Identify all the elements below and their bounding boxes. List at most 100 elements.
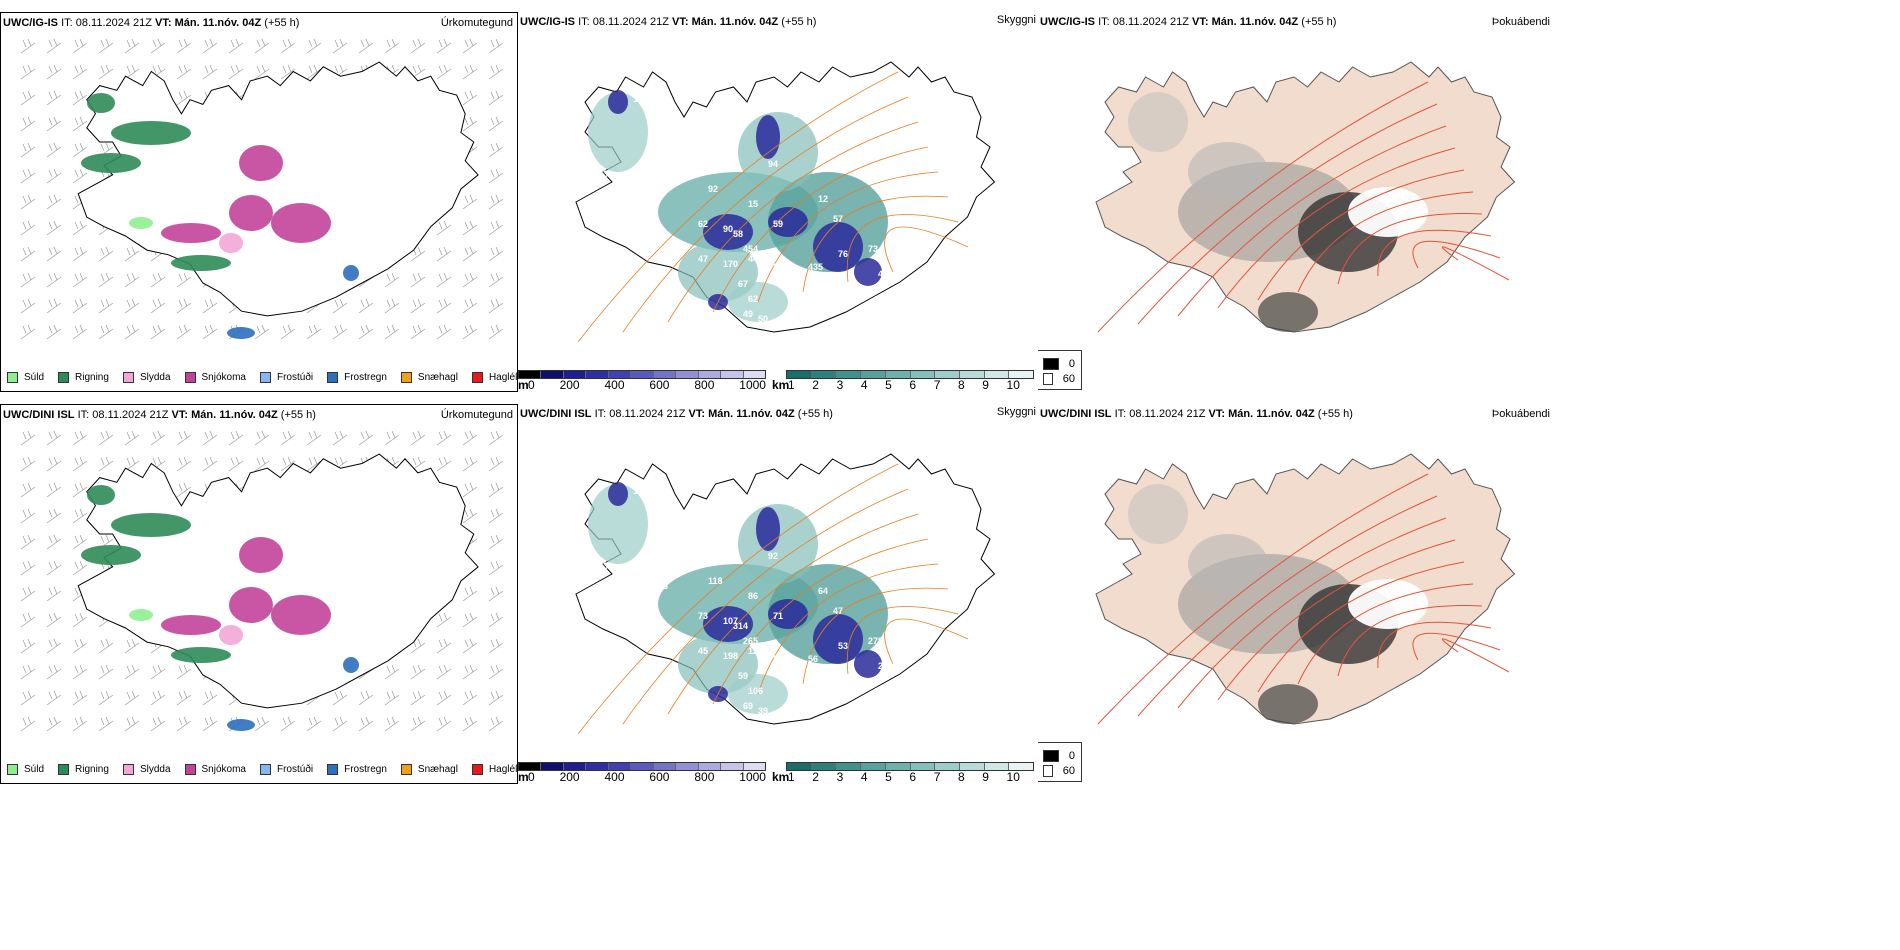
- wind-barb: [384, 272, 400, 288]
- road-line: [667, 513, 919, 715]
- wind-barb: [358, 716, 374, 732]
- cloudbase-label: 39: [758, 706, 768, 716]
- wind-barb: [488, 38, 504, 54]
- wind-barb: [46, 90, 62, 106]
- colorbar-swatch: [653, 371, 677, 378]
- wind-barb: [462, 612, 478, 628]
- legend-label: Súld: [24, 764, 45, 775]
- wind-barb: [488, 560, 504, 576]
- wind-barb: [462, 716, 478, 732]
- legend-label: 60: [1062, 373, 1075, 385]
- colorbar-tick: 8: [957, 378, 965, 392]
- wind-barb: [46, 690, 62, 706]
- wind-barb: [462, 664, 478, 680]
- fog-header: UWC/DINI ISL IT: 08.11.2024 21Z VT: Mán.…: [1040, 408, 1353, 420]
- road-line: [1337, 605, 1483, 677]
- lead-time: (+55 h): [797, 408, 833, 420]
- colorbar-swatch: [631, 763, 654, 770]
- cloudbase-label: 88: [668, 536, 678, 546]
- legend-swatch: [122, 372, 134, 383]
- road-line: [846, 214, 959, 283]
- lead-time: (+55 h): [264, 17, 300, 29]
- wind-barb: [20, 456, 36, 472]
- road-line: [1297, 191, 1474, 293]
- precip-area: [271, 203, 331, 243]
- wind-barb: [488, 534, 504, 550]
- legend-swatch: [400, 764, 412, 775]
- wind-barb: [358, 690, 374, 706]
- precip-area: [129, 609, 153, 621]
- wind-barb: [46, 324, 62, 340]
- wind-barb: [176, 690, 192, 706]
- wind-barb: [46, 168, 62, 184]
- road-line: [1412, 632, 1501, 661]
- valid-time: VT: Mán. 11.nóv. 04Z: [672, 16, 779, 28]
- colorbar-swatch: [984, 763, 1010, 770]
- colorbar-swatch: [721, 371, 744, 378]
- legend-label: Snjókoma: [201, 372, 246, 383]
- cloudbase-label: 50: [758, 314, 768, 324]
- wind-barb: [46, 482, 62, 498]
- visibility-area: [588, 484, 648, 564]
- colorbar-swatch: [836, 763, 862, 770]
- legend-label: Frostúði: [276, 764, 314, 775]
- init-time: IT: 08.11.2024 21Z: [578, 16, 669, 28]
- wind-barb: [410, 298, 426, 314]
- wind-barb: [410, 324, 426, 340]
- colorbar-swatch: [959, 371, 985, 378]
- model-name: UWC/DINI ISL: [520, 408, 592, 420]
- wind-barb: [176, 90, 192, 106]
- legend-label: Rigning: [75, 764, 109, 775]
- wind-barb: [332, 298, 348, 314]
- wind-barb: [72, 38, 88, 54]
- wind-barb: [254, 430, 270, 446]
- road-line: [1177, 517, 1447, 709]
- fog-area: [1128, 484, 1188, 544]
- legend-label: Snjókoma: [201, 764, 246, 775]
- colorbar-tick: 200: [559, 378, 580, 392]
- fog-area: [1258, 684, 1318, 724]
- wind-barb: [436, 430, 452, 446]
- wind-barb: [306, 64, 322, 80]
- cloudbase-label: 120: [748, 646, 763, 656]
- wind-barb: [176, 272, 192, 288]
- legend-swatch: [122, 764, 134, 775]
- cloudbase-label: 92: [768, 551, 778, 561]
- road-line: [1377, 229, 1492, 277]
- wind-barb: [72, 482, 88, 498]
- wind-barb: [462, 638, 478, 654]
- wind-barb: [46, 664, 62, 680]
- wind-barb: [358, 430, 374, 446]
- legend-label: Snæhagl: [417, 372, 458, 383]
- valid-time: VT: Mán. 11.nóv. 04Z: [171, 409, 278, 421]
- cloudbase-label: 90: [723, 224, 733, 234]
- wind-barb: [332, 690, 348, 706]
- cloudbase-label: 283: [878, 661, 893, 671]
- wind-barb: [436, 324, 452, 340]
- precip-area: [343, 265, 359, 281]
- colorbar-tick: 1: [788, 770, 795, 784]
- cloudbase-label: 49: [743, 309, 753, 319]
- fog-panel: UWC/DINI ISL IT: 08.11.2024 21Z VT: Mán.…: [1038, 404, 1558, 784]
- precip-area: [219, 233, 243, 253]
- model-name: UWC/IG-IS: [3, 17, 58, 29]
- height-ticks: 0 200 400 600 800 1000: [528, 770, 766, 784]
- wind-barb: [124, 298, 140, 314]
- colorbar-tick: 400: [604, 378, 625, 392]
- wind-barb: [358, 298, 374, 314]
- wind-barb: [202, 690, 218, 706]
- legend-swatch: [259, 764, 271, 775]
- wind-barb: [20, 716, 36, 732]
- legend-item: Snæhagl: [400, 764, 458, 775]
- colorbar-tick: 6: [909, 378, 917, 392]
- legend-item: Frostregn: [327, 764, 387, 775]
- wind-barb: [254, 324, 270, 340]
- fog-area: [1188, 142, 1268, 202]
- visibility-unit: km: [772, 770, 790, 784]
- road-line: [757, 563, 939, 695]
- legend-item: Frostúði: [259, 764, 314, 775]
- wind-barb: [462, 90, 478, 106]
- wind-barb: [488, 586, 504, 602]
- wind-barb: [46, 430, 62, 446]
